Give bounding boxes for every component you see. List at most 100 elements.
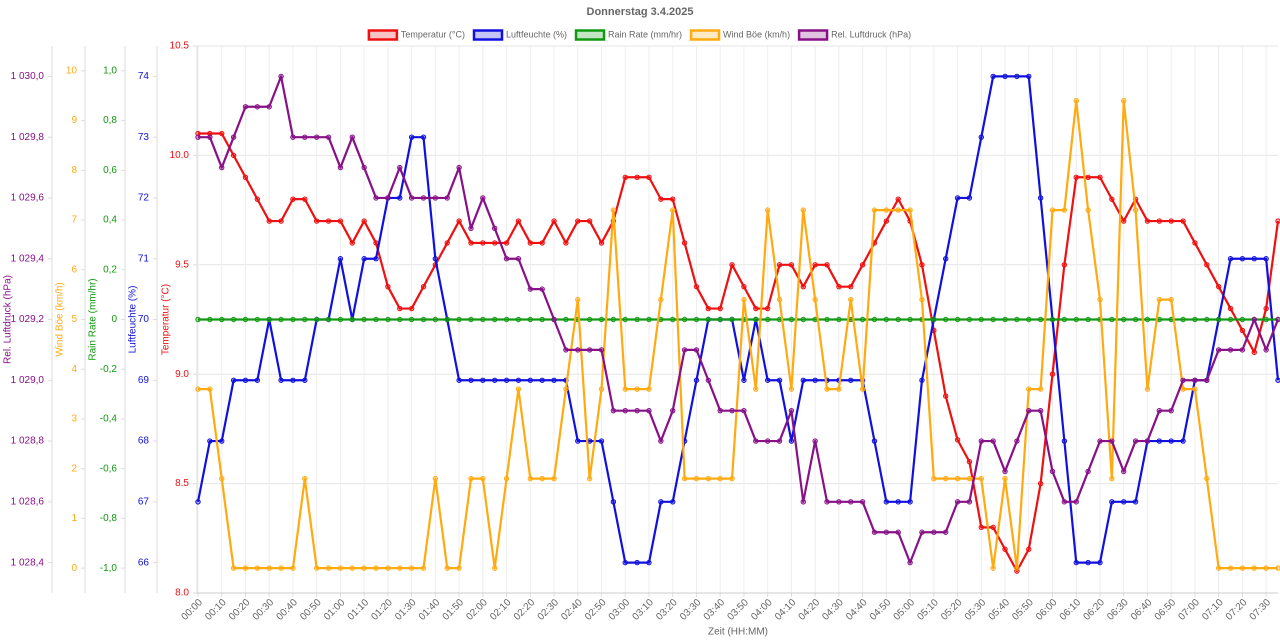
point bbox=[658, 296, 664, 303]
point bbox=[242, 316, 249, 323]
point bbox=[230, 565, 237, 571]
point bbox=[1037, 407, 1044, 414]
x-tick-label: 00:10 bbox=[203, 597, 229, 623]
point bbox=[658, 438, 664, 444]
point bbox=[800, 207, 806, 213]
y-tick-label: 8.0 bbox=[175, 588, 189, 599]
point bbox=[242, 174, 249, 180]
point bbox=[1085, 468, 1091, 475]
point bbox=[230, 377, 237, 383]
point bbox=[859, 262, 866, 268]
point bbox=[230, 134, 237, 140]
y-axis-label: Wind Böe (km/h) bbox=[55, 282, 66, 356]
y-tick-label: 7 bbox=[71, 215, 77, 226]
point bbox=[207, 438, 213, 444]
point bbox=[551, 316, 557, 323]
point bbox=[717, 475, 723, 482]
point bbox=[456, 218, 462, 224]
point bbox=[575, 438, 581, 444]
point bbox=[1121, 316, 1127, 323]
point bbox=[717, 305, 723, 312]
point bbox=[812, 296, 818, 303]
point bbox=[1144, 438, 1151, 444]
point bbox=[907, 207, 913, 213]
point bbox=[705, 377, 712, 383]
point bbox=[503, 475, 510, 482]
point bbox=[1002, 546, 1008, 552]
point bbox=[646, 174, 652, 180]
point bbox=[551, 218, 557, 224]
point bbox=[836, 499, 842, 505]
point bbox=[1073, 316, 1079, 323]
legend-item[interactable]: Rain Rate (mm/hr) bbox=[574, 29, 682, 41]
point bbox=[931, 316, 937, 323]
point bbox=[1002, 475, 1008, 482]
point bbox=[1121, 98, 1127, 104]
point bbox=[207, 386, 213, 392]
legend-item[interactable]: Luftfeuchte (%) bbox=[472, 29, 567, 41]
point bbox=[444, 316, 450, 323]
point bbox=[1132, 438, 1139, 444]
point bbox=[1061, 316, 1068, 323]
y-tick-label: 9.5 bbox=[175, 259, 189, 270]
point bbox=[883, 207, 890, 213]
point bbox=[219, 164, 225, 171]
point bbox=[681, 240, 688, 246]
point bbox=[1156, 407, 1163, 414]
point bbox=[397, 164, 403, 171]
point bbox=[1014, 565, 1020, 571]
point bbox=[432, 195, 439, 201]
point bbox=[302, 377, 308, 383]
point bbox=[586, 347, 593, 353]
point bbox=[812, 377, 818, 383]
point bbox=[1097, 559, 1103, 566]
point bbox=[705, 475, 712, 482]
x-tick-label: 01:30 bbox=[393, 597, 419, 623]
point bbox=[385, 283, 391, 290]
point bbox=[919, 377, 925, 383]
point bbox=[907, 499, 913, 505]
point bbox=[1239, 347, 1246, 353]
point bbox=[420, 316, 427, 323]
x-tick-label: 06:40 bbox=[1129, 597, 1155, 623]
point bbox=[563, 347, 569, 353]
legend-item[interactable]: Temperatur (°C) bbox=[367, 29, 465, 41]
y-tick-label: 10.0 bbox=[170, 150, 190, 161]
point bbox=[408, 134, 415, 140]
y-tick-label: 67 bbox=[138, 496, 150, 507]
point bbox=[195, 130, 201, 137]
point bbox=[1002, 316, 1008, 323]
point bbox=[480, 240, 486, 246]
point bbox=[1263, 316, 1269, 323]
point bbox=[1251, 256, 1257, 262]
point bbox=[313, 218, 320, 224]
y-tick-label: 9 bbox=[71, 115, 77, 126]
point bbox=[444, 195, 450, 201]
legend-item[interactable]: Rel. Luftdruck (hPa) bbox=[797, 29, 911, 41]
point bbox=[468, 240, 474, 246]
point bbox=[266, 316, 272, 323]
point bbox=[195, 386, 201, 392]
point bbox=[1275, 565, 1280, 571]
point bbox=[254, 316, 261, 323]
point bbox=[800, 316, 806, 323]
point bbox=[1002, 73, 1008, 80]
point bbox=[610, 499, 617, 505]
point bbox=[1097, 296, 1103, 303]
point bbox=[658, 196, 664, 202]
point bbox=[622, 407, 628, 414]
point bbox=[1061, 438, 1068, 444]
point bbox=[480, 377, 486, 383]
point bbox=[1085, 207, 1091, 213]
point bbox=[207, 316, 213, 323]
point bbox=[290, 196, 296, 202]
legend-item[interactable]: Wind Böe (km/h) bbox=[689, 29, 790, 41]
point bbox=[634, 386, 640, 392]
point bbox=[693, 316, 700, 323]
point bbox=[717, 407, 723, 414]
point bbox=[527, 377, 534, 383]
point bbox=[1049, 371, 1056, 377]
y-tick-label: 72 bbox=[138, 193, 150, 204]
point bbox=[954, 499, 961, 505]
point bbox=[551, 475, 557, 482]
